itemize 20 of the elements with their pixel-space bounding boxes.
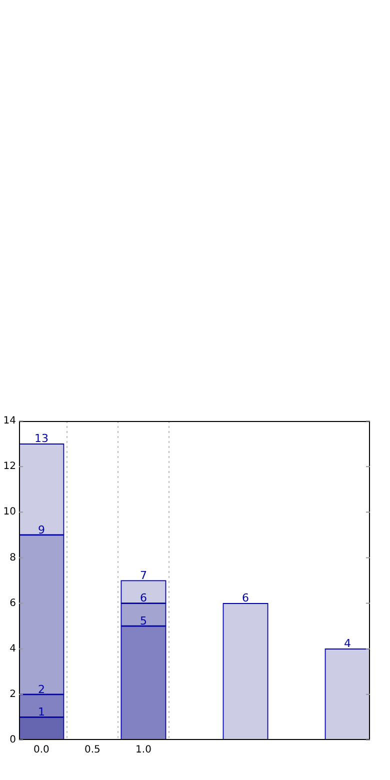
annotation: 9 [38,523,45,536]
annotation: 1 [38,706,45,719]
annotation: 4 [344,637,352,650]
x-tick-label: 1.0 [136,744,152,756]
annotation: 6 [242,592,250,605]
y-tick-label: 10 [3,506,16,518]
annotation: 2 [38,682,45,696]
y-tick-label: 2 [10,689,16,700]
x-tick-label: 0.0 [33,744,50,756]
y-tick-label: 8 [10,552,16,564]
y-tick-label: 12 [3,461,16,472]
y-tick-label: 14 [3,416,16,427]
annotation: 5 [140,614,147,628]
y-tick-label: 6 [10,598,16,609]
y-tick-label: 4 [10,643,16,654]
y-tick-label: 0 [10,734,16,746]
annotation: 6 [140,592,147,605]
annotation: 13 [34,432,48,446]
x-tick-label: 0.5 [84,744,100,756]
annotation: 7 [140,568,147,582]
